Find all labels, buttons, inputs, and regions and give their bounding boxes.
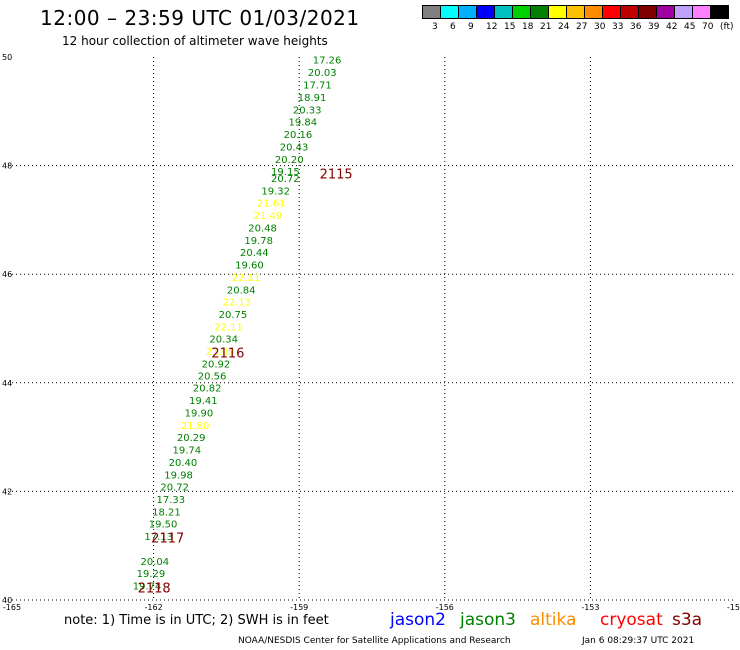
- wave-height-value: 22.13: [223, 297, 252, 308]
- wave-height-value: 20.75: [219, 310, 248, 321]
- legend-label: 24: [558, 22, 570, 32]
- wave-height-value: 19.41: [189, 396, 218, 407]
- lon-tick-label: -15: [727, 603, 740, 612]
- wave-height-value: 20.20: [275, 155, 304, 166]
- lat-tick-label: 40: [2, 596, 12, 605]
- wave-height-value: 20.72: [271, 174, 300, 185]
- wave-height-value: 21.80: [181, 421, 210, 432]
- legend-label: 36: [630, 22, 642, 32]
- wave-height-value: 20.44: [240, 248, 269, 259]
- legend-label: 6: [450, 22, 456, 32]
- time-stamp-label: 2115: [320, 168, 353, 183]
- wave-height-value: 19.90: [185, 409, 214, 420]
- legend-label: 39: [648, 22, 660, 32]
- lat-tick-label: 46: [2, 270, 12, 279]
- wave-height-value: 19.84: [289, 118, 318, 129]
- wave-height-value: 20.43: [280, 143, 309, 154]
- legend-label: 12: [486, 22, 498, 32]
- legend-label: 70: [702, 22, 714, 32]
- wave-height-value: 20.33: [293, 106, 322, 117]
- wave-height-value: 19.32: [261, 187, 290, 198]
- lon-tick-label: -153: [581, 603, 599, 612]
- wave-height-value: 20.03: [308, 68, 337, 79]
- wave-height-value: 18.21: [152, 507, 181, 518]
- satellite-label-s3a: s3a: [672, 610, 703, 630]
- wave-height-value: 22.11: [214, 322, 243, 333]
- wave-height-value: 17.33: [157, 495, 186, 506]
- legend-label: 33: [612, 22, 624, 32]
- legend-label: 18: [522, 22, 534, 32]
- legend-label: 21: [540, 22, 552, 32]
- legend-swatch: [710, 5, 729, 19]
- legend-label: 3: [432, 22, 438, 32]
- wave-height-value: 17.13: [144, 532, 173, 543]
- time-stamp-label: 2117: [151, 532, 184, 547]
- lon-tick-label: -156: [436, 603, 454, 612]
- wave-height-value: 19.98: [164, 471, 193, 482]
- wave-height-value: 19.29: [137, 569, 166, 580]
- wave-height-value: 21.61: [257, 199, 286, 210]
- wave-height-value: 19.74: [133, 581, 162, 592]
- satellite-label-jason2: jason2: [390, 610, 446, 630]
- wave-height-value: 20.16: [284, 130, 313, 141]
- lon-tick-label: -159: [290, 603, 308, 612]
- time-stamp-label: 2118: [138, 582, 171, 597]
- units-note: note: 1) Time is in UTC; 2) SWH is in fe…: [64, 613, 329, 628]
- lat-tick-label: 44: [2, 379, 12, 388]
- wave-height-value: 22.11: [232, 273, 261, 284]
- generated-timestamp: Jan 6 08:29:37 UTC 2021: [582, 636, 695, 646]
- wave-height-value: 20.40: [169, 458, 198, 469]
- satellite-label-jason3: jason3: [460, 610, 516, 630]
- wave-height-value: 21.09: [206, 347, 235, 358]
- lat-tick-label: 50: [2, 53, 12, 62]
- wave-height-value: 20.84: [227, 285, 256, 296]
- legend-label: (ft): [720, 22, 734, 32]
- wave-height-value: 19.50: [149, 519, 178, 530]
- satellite-label-cryosat: cryosat: [600, 610, 663, 630]
- lat-tick-label: 42: [2, 487, 12, 496]
- map-subtitle: 12 hour collection of altimeter wave hei…: [62, 34, 328, 48]
- wave-height-value: 17.71: [303, 81, 332, 92]
- wave-height-value: 20.92: [202, 359, 231, 370]
- wave-height-value: 19.74: [173, 446, 202, 457]
- legend-label: 15: [504, 22, 516, 32]
- lon-tick-label: -165: [3, 603, 21, 612]
- wave-height-value: 19.15: [271, 167, 300, 178]
- map-title: 12:00 – 23:59 UTC 01/03/2021: [40, 6, 360, 30]
- wave-height-value: 20.56: [198, 372, 227, 383]
- legend-label: 9: [468, 22, 474, 32]
- wave-height-value: 18.91: [298, 93, 327, 104]
- legend-label: 42: [666, 22, 678, 32]
- credit-line: NOAA/NESDIS Center for Satellite Applica…: [238, 636, 511, 646]
- wave-height-value: 20.04: [140, 557, 169, 568]
- wave-height-value: 19.60: [235, 260, 264, 271]
- wave-height-value: 20.72: [160, 483, 189, 494]
- wave-height-value: 17.26: [313, 56, 342, 67]
- wave-height-value: 20.48: [248, 224, 277, 235]
- wave-height-value: 21.49: [254, 211, 283, 222]
- wave-height-value: 20.82: [193, 384, 222, 395]
- legend-label: 30: [594, 22, 606, 32]
- wave-height-value: 20.34: [209, 334, 238, 345]
- lon-tick-label: -162: [145, 603, 163, 612]
- wave-height-value: 20.29: [177, 433, 206, 444]
- legend-label: 27: [576, 22, 588, 32]
- lat-tick-label: 48: [2, 162, 12, 171]
- legend-label: 45: [684, 22, 696, 32]
- wave-height-value: 19.78: [244, 236, 273, 247]
- satellite-label-altika: altika: [530, 610, 577, 630]
- time-stamp-label: 2116: [211, 346, 244, 361]
